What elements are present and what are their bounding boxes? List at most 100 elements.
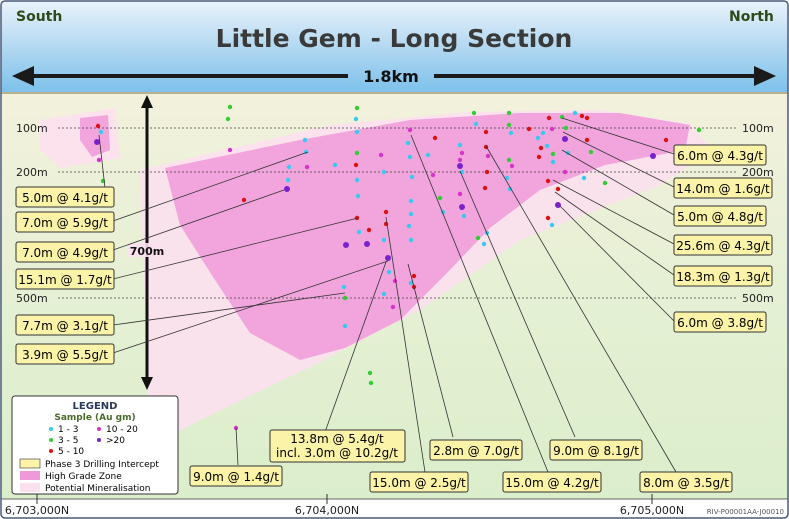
drill-sample-marker xyxy=(663,137,669,143)
drill-sample-marker xyxy=(545,178,551,184)
legend-swatch-potential xyxy=(20,483,40,492)
drill-sample-marker xyxy=(408,280,414,286)
drill-sample-marker xyxy=(504,175,510,181)
drill-sample-marker xyxy=(284,186,290,192)
drill-sample-marker xyxy=(555,202,561,208)
drill-sample-marker xyxy=(286,164,292,170)
leader-lines xyxy=(98,117,677,473)
drill-sample-marker xyxy=(409,174,415,180)
drill-sample-marker xyxy=(430,172,436,178)
callout-box xyxy=(673,177,773,199)
callout-text: 8.0m @ 3.5g/t xyxy=(643,476,729,490)
callout-text: 5.0m @ 4.8g/t xyxy=(677,210,763,224)
drill-sample-marker xyxy=(304,164,310,170)
callout-text: incl. 3.0m @ 10.2g/t xyxy=(276,446,398,460)
drill-sample-marker xyxy=(457,163,463,169)
drill-sample-marker xyxy=(227,147,233,153)
callout-text: 15.0m @ 4.2g/t xyxy=(505,476,599,490)
drill-sample-marker xyxy=(408,211,414,217)
drill-sample-marker xyxy=(425,152,431,158)
high-grade-zone xyxy=(165,113,690,360)
drill-sample-marker xyxy=(544,143,550,149)
drill-sample-marker xyxy=(562,136,568,142)
drill-sample-marker xyxy=(555,186,561,192)
legend-swatch-high-grade xyxy=(20,471,40,480)
drill-sample-marker xyxy=(506,157,512,163)
depth-label-200m-left: 200m xyxy=(16,166,48,179)
callout-box xyxy=(15,343,115,365)
drill-sample-marker xyxy=(481,241,487,247)
figure-reference-code: RIV-P00001AA-J00010 xyxy=(707,508,784,516)
drill-sample-marker xyxy=(355,193,361,199)
drill-sample-marker xyxy=(353,116,359,122)
drill-sample-marker xyxy=(459,150,465,156)
callout-box xyxy=(189,465,283,487)
drill-sample-marker xyxy=(407,127,413,133)
drill-sample-marker xyxy=(535,135,541,141)
drill-sample-marker xyxy=(225,116,231,122)
drill-sample-marker xyxy=(383,209,389,215)
callout-box xyxy=(673,205,767,227)
drill-sample-marker xyxy=(386,269,392,275)
legend-label: Phase 3 Drilling Intercept xyxy=(45,460,159,470)
depth-arrow-label: 700m xyxy=(130,245,164,258)
arrow-right-head xyxy=(754,66,776,86)
callout-box xyxy=(549,439,643,461)
drill-samples xyxy=(94,104,702,431)
drill-sample-marker xyxy=(485,153,491,159)
drill-sample-marker xyxy=(354,177,360,183)
callout-box xyxy=(269,429,406,463)
drill-sample-marker xyxy=(354,129,360,135)
drill-sample-marker xyxy=(507,186,513,192)
drill-sample-marker xyxy=(509,163,515,169)
drill-sample-marker xyxy=(366,227,372,233)
drill-sample-marker xyxy=(457,142,463,148)
drill-sample-marker xyxy=(378,152,384,158)
legend: LEGEND Sample (Au gm) 1 - 3 10 - 20 3 - … xyxy=(11,395,179,495)
drill-sample-marker xyxy=(588,149,594,155)
drill-sample-marker xyxy=(550,151,556,157)
drill-sample-marker xyxy=(407,154,413,160)
drill-sample-marker xyxy=(354,105,360,111)
drill-sample-marker xyxy=(241,197,247,203)
legend-label: 10 - 20 xyxy=(106,425,138,435)
legend-marker-5-10 xyxy=(49,449,53,453)
drill-sample-marker xyxy=(584,137,590,143)
drill-sample-marker xyxy=(475,235,481,241)
high-grade-zone-west xyxy=(80,115,110,157)
drill-sample-marker xyxy=(285,177,291,183)
drill-sample-marker xyxy=(579,113,585,119)
depth-arrow-bottom xyxy=(141,377,153,390)
legend-marker-gt20 xyxy=(97,438,101,442)
drill-sample-marker xyxy=(526,126,532,132)
callout-text: 15.1m @ 1.7g/t xyxy=(18,273,112,287)
drill-sample-marker xyxy=(581,175,587,181)
figure-title: Little Gem - Long Section xyxy=(216,24,573,53)
callout-box xyxy=(429,439,523,461)
drill-sample-marker xyxy=(540,130,546,136)
callout-text: 6.0m @ 3.8g/t xyxy=(677,316,763,330)
callout-box xyxy=(15,241,115,263)
legend-swatch-intercept xyxy=(19,458,41,469)
legend-label: Potential Mineralisation xyxy=(45,484,150,494)
drill-sample-marker xyxy=(342,323,348,329)
drill-sample-marker xyxy=(368,380,374,386)
drill-sample-marker xyxy=(483,129,489,135)
drill-sample-marker xyxy=(381,237,387,243)
drill-sample-marker xyxy=(411,273,417,279)
south-label: South xyxy=(16,9,62,25)
drill-sample-marker xyxy=(471,110,477,116)
callout-text: 3.9m @ 5.5g/t xyxy=(22,348,108,362)
drill-sample-marker xyxy=(546,115,552,121)
callout-box xyxy=(15,186,115,208)
drill-sample-marker xyxy=(473,121,479,127)
drill-sample-marker xyxy=(405,140,411,146)
drill-sample-marker xyxy=(549,126,555,132)
legend-marker-1-3 xyxy=(49,427,53,431)
drill-sample-marker xyxy=(457,157,463,163)
callout-text: 9.0m @ 8.1g/t xyxy=(553,444,639,458)
drill-sample-marker xyxy=(227,104,233,110)
drill-sample-marker xyxy=(408,237,414,243)
legend-label: 1 - 3 xyxy=(58,425,78,435)
